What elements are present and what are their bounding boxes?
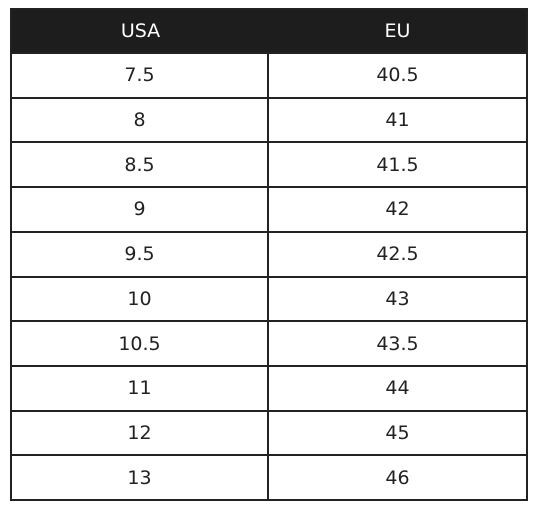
table-cell: 7.5 — [12, 52, 269, 97]
header-cell: EU — [269, 10, 526, 52]
header-cell: USA — [12, 10, 269, 52]
table-cell: 44 — [269, 364, 526, 410]
table-cell: 9 — [12, 186, 269, 231]
table-cell: 10.5 — [12, 320, 269, 365]
table-cell: 9.5 — [12, 230, 269, 276]
table-cell: 46 — [269, 454, 526, 499]
table-cell: 42 — [269, 186, 526, 231]
table-cell: 43.5 — [269, 320, 526, 365]
table-cell: 42.5 — [269, 230, 526, 276]
table-cell: 10 — [12, 275, 269, 321]
table-cell: 13 — [12, 454, 269, 499]
table-cell: 8.5 — [12, 141, 269, 187]
table-cell: 40.5 — [269, 52, 526, 97]
table-cell: 11 — [12, 364, 269, 410]
table-cell: 41.5 — [269, 141, 526, 186]
table-cell: 41 — [269, 96, 526, 142]
size-table: USA EU 7.5 40.5 8 41 8.5 41.5 9 42 9.5 42.5 10 43 10.5… — [10, 8, 528, 501]
table-cell: 43 — [269, 275, 526, 321]
table-cell: 12 — [12, 409, 269, 455]
table-cell: 8 — [12, 96, 269, 142]
table-cell: 45 — [269, 409, 526, 455]
